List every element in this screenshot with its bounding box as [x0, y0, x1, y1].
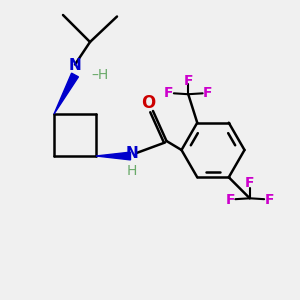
Text: F: F: [265, 193, 274, 207]
Polygon shape: [54, 73, 78, 114]
Text: F: F: [203, 86, 212, 100]
Text: F: F: [164, 86, 173, 100]
Text: F: F: [226, 193, 235, 207]
Text: F: F: [245, 176, 254, 190]
Text: O: O: [141, 94, 156, 112]
Text: N: N: [69, 58, 81, 74]
Text: N: N: [126, 146, 138, 160]
Text: H: H: [127, 164, 137, 178]
Polygon shape: [96, 152, 130, 160]
Text: F: F: [184, 74, 193, 88]
Text: –H: –H: [92, 68, 109, 82]
